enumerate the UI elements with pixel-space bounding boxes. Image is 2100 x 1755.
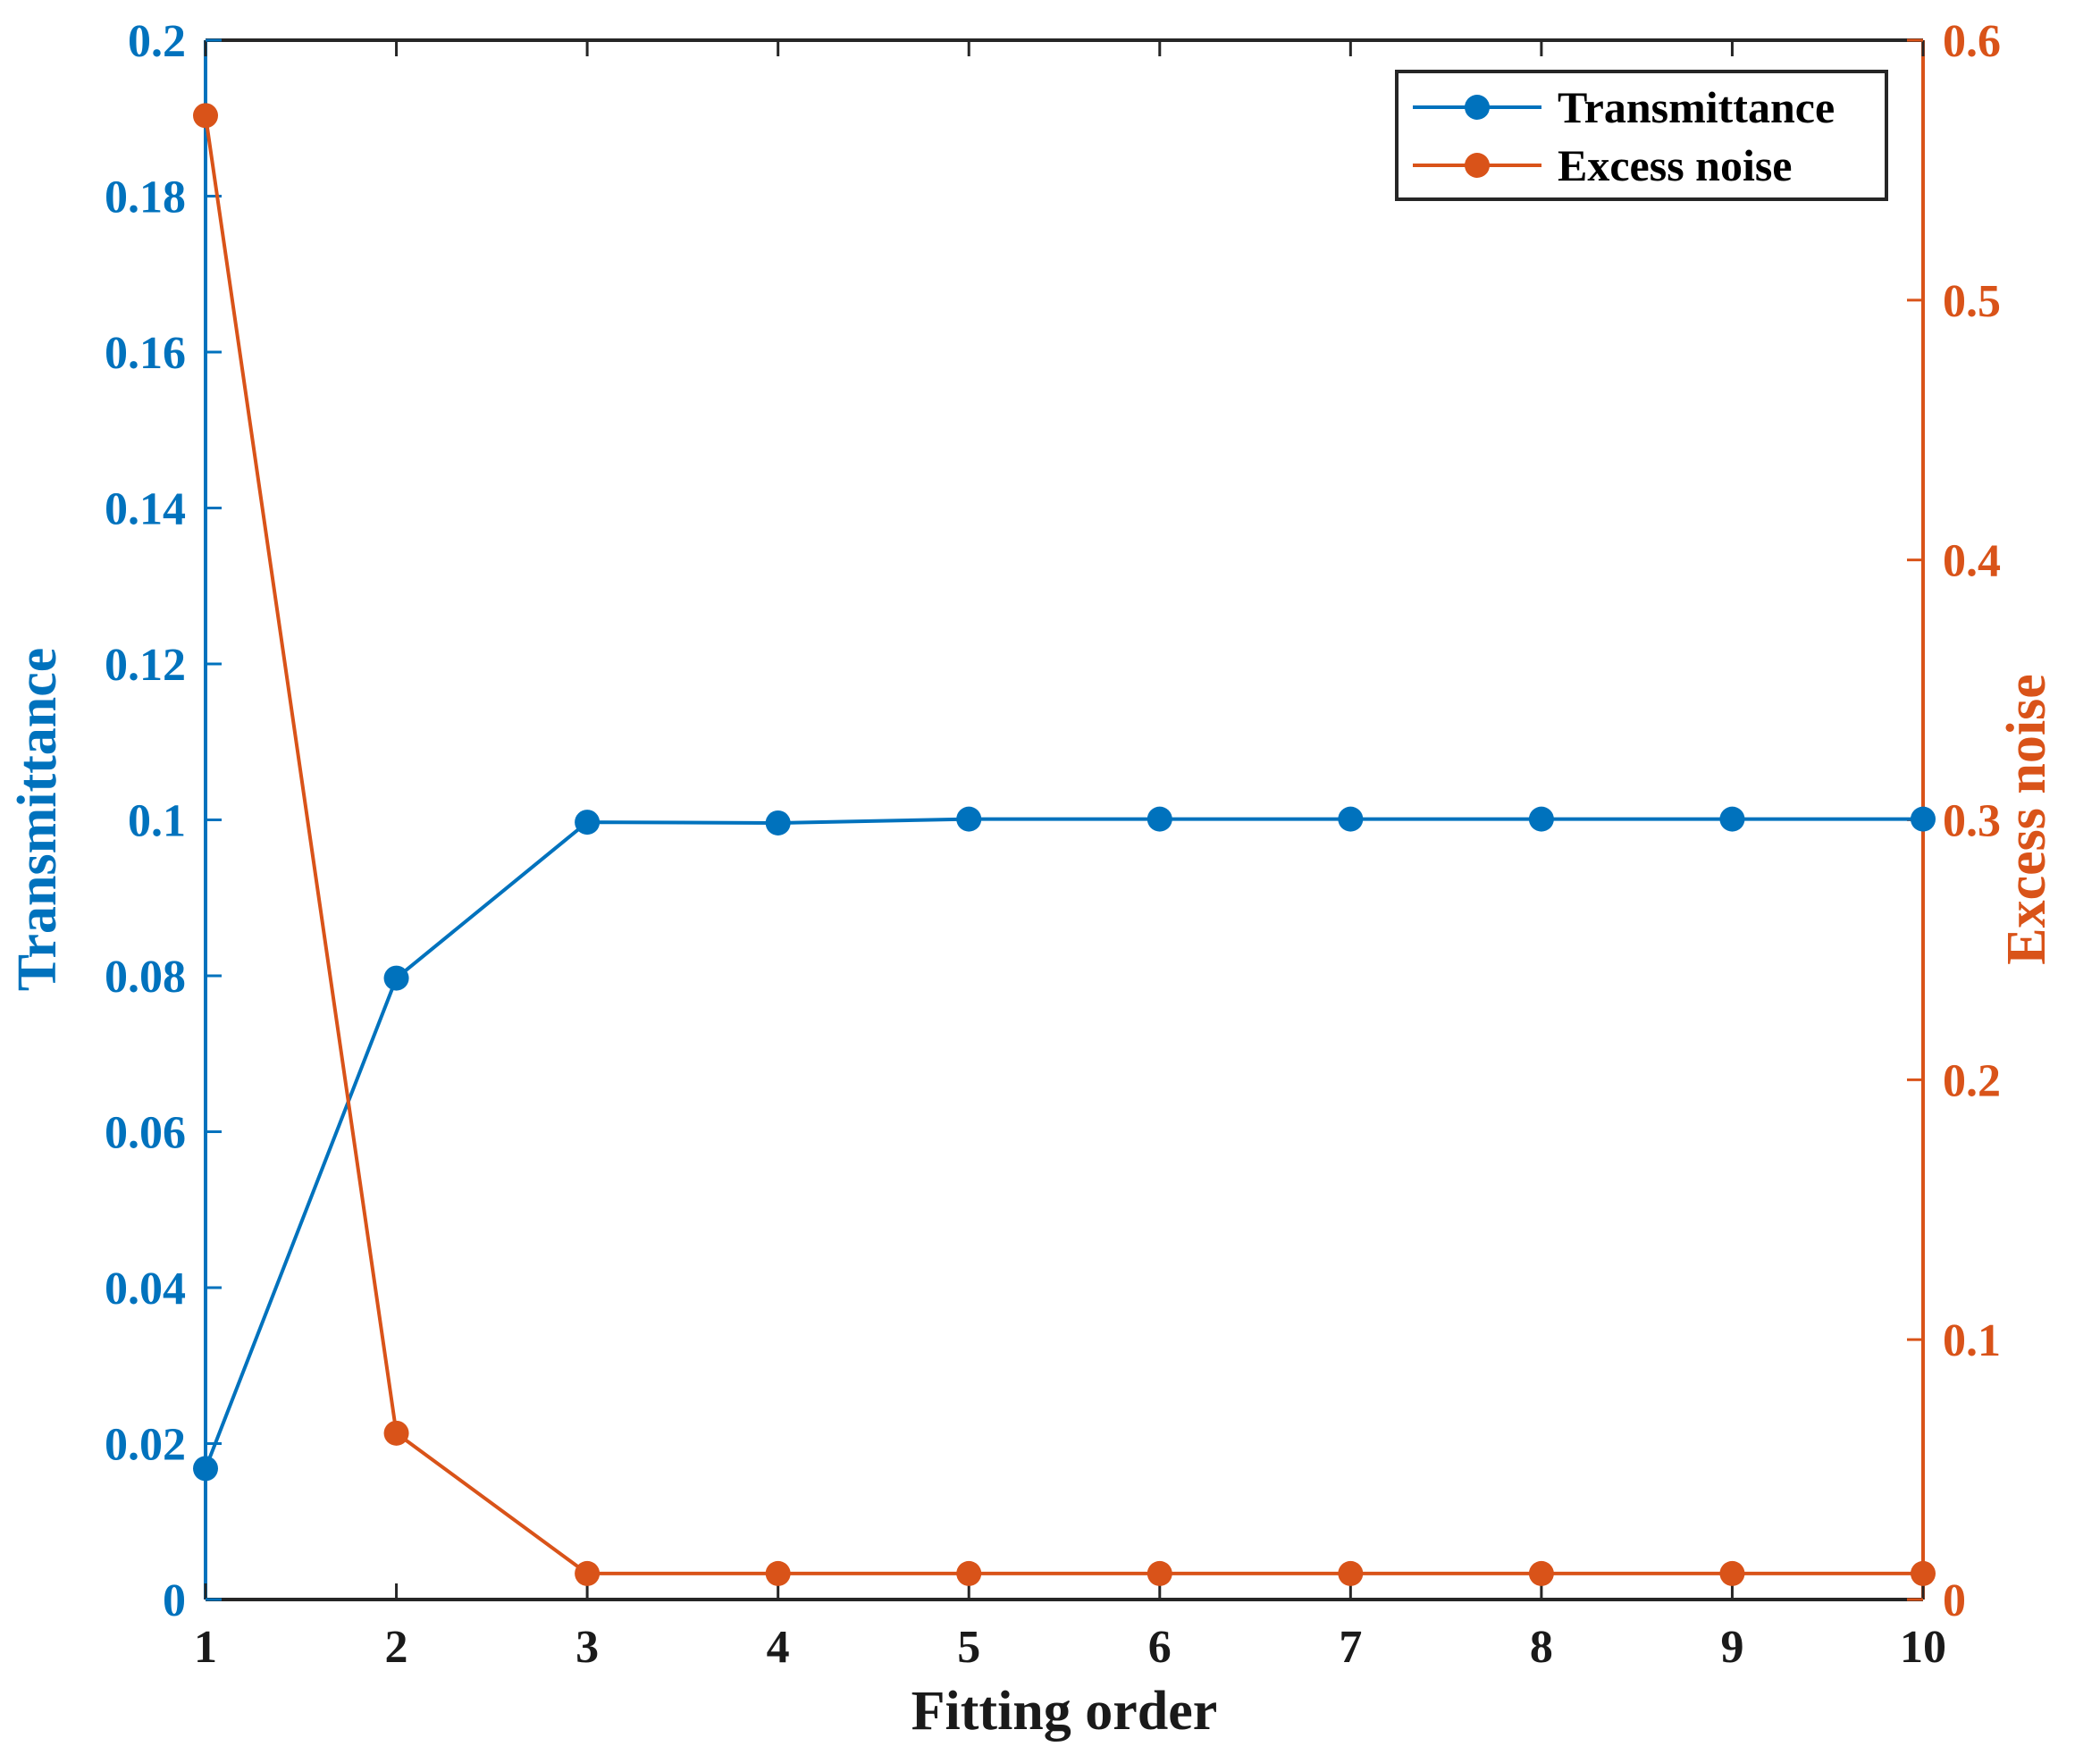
x-tick-label: 2 bbox=[385, 1622, 408, 1673]
x-tick-label: 5 bbox=[957, 1622, 980, 1673]
legend-excess-noise-label: Excess noise bbox=[1558, 140, 1793, 190]
y-right-tick-label: 0 bbox=[1943, 1575, 1966, 1626]
y-left-tick-label: 0.14 bbox=[105, 484, 186, 535]
transmittance-point bbox=[383, 965, 409, 991]
series-layer bbox=[193, 103, 1936, 1586]
legend: Transmittance Excess noise bbox=[1395, 70, 1888, 201]
legend-transmittance-marker bbox=[1465, 95, 1490, 120]
excess-noise-point bbox=[1338, 1560, 1364, 1586]
transmittance-line bbox=[204, 817, 1923, 1470]
y-left-tick-label: 0.2 bbox=[128, 16, 186, 67]
x-tick-label: 6 bbox=[1148, 1622, 1172, 1673]
y-left-tick-label: 0.04 bbox=[105, 1264, 186, 1314]
x-axis-label: Fitting order bbox=[911, 1681, 1218, 1742]
y-right-tick-label: 0.1 bbox=[1943, 1315, 2001, 1366]
transmittance-point bbox=[1338, 806, 1364, 832]
y-left-tick-label: 0.16 bbox=[105, 328, 186, 379]
transmittance-point bbox=[575, 810, 601, 836]
x-tick-label: 7 bbox=[1339, 1622, 1362, 1673]
axes: 1 2 3 4 5 6 7 8 9 1000.020.040.060.080.10.120.140… bbox=[105, 16, 2001, 1673]
x-tick-label: 9 bbox=[1720, 1622, 1743, 1673]
excess-noise-point bbox=[1528, 1560, 1554, 1586]
excess-noise-point bbox=[765, 1560, 791, 1586]
x-tick-label: 3 bbox=[575, 1622, 599, 1673]
x-tick-label: 10 bbox=[1900, 1622, 1946, 1673]
y-axis-left-label: Transmittance bbox=[7, 648, 68, 992]
excess-noise-line bbox=[204, 115, 1923, 1575]
transmittance-point bbox=[1719, 806, 1745, 832]
x-tick-label: 4 bbox=[767, 1622, 790, 1673]
transmittance-point bbox=[1147, 806, 1172, 832]
legend-excess-noise-marker bbox=[1465, 153, 1490, 178]
y-left-tick-label: 0.08 bbox=[105, 952, 186, 1003]
excess-noise-point bbox=[575, 1560, 601, 1586]
transmittance-point bbox=[1911, 806, 1936, 832]
transmittance-point bbox=[1528, 806, 1554, 832]
legend-transmittance-label: Transmittance bbox=[1558, 82, 1835, 132]
y-right-tick-label: 0.4 bbox=[1943, 536, 2001, 587]
y-right-tick-label: 0.5 bbox=[1943, 276, 2001, 327]
transmittance-point bbox=[765, 810, 791, 836]
y-left-tick-label: 0.18 bbox=[105, 172, 186, 223]
y-axis-right-label: Excess noise bbox=[1996, 674, 2057, 965]
y-left-tick-label: 0.1 bbox=[128, 796, 186, 847]
excess-noise-point bbox=[1911, 1560, 1936, 1586]
excess-noise-point bbox=[1719, 1560, 1745, 1586]
y-left-tick-label: 0 bbox=[163, 1575, 186, 1626]
excess-noise-point bbox=[193, 103, 218, 129]
y-right-tick-label: 0.6 bbox=[1943, 16, 2001, 67]
excess-noise-point bbox=[956, 1560, 982, 1586]
y-left-tick-label: 0.12 bbox=[105, 640, 186, 691]
excess-noise-point bbox=[383, 1420, 409, 1446]
y-left-tick-label: 0.02 bbox=[105, 1420, 186, 1471]
y-right-tick-label: 0.2 bbox=[1943, 1055, 2001, 1106]
transmittance-point bbox=[956, 806, 982, 832]
y-right-tick-label: 0.3 bbox=[1943, 796, 2001, 847]
x-tick-label: 1 bbox=[194, 1622, 217, 1673]
excess-noise-point bbox=[1147, 1560, 1172, 1586]
y-left-tick-label: 0.06 bbox=[105, 1108, 186, 1159]
transmittance-point bbox=[193, 1456, 218, 1482]
x-tick-label: 8 bbox=[1530, 1622, 1553, 1673]
legend-box bbox=[1395, 70, 1888, 201]
